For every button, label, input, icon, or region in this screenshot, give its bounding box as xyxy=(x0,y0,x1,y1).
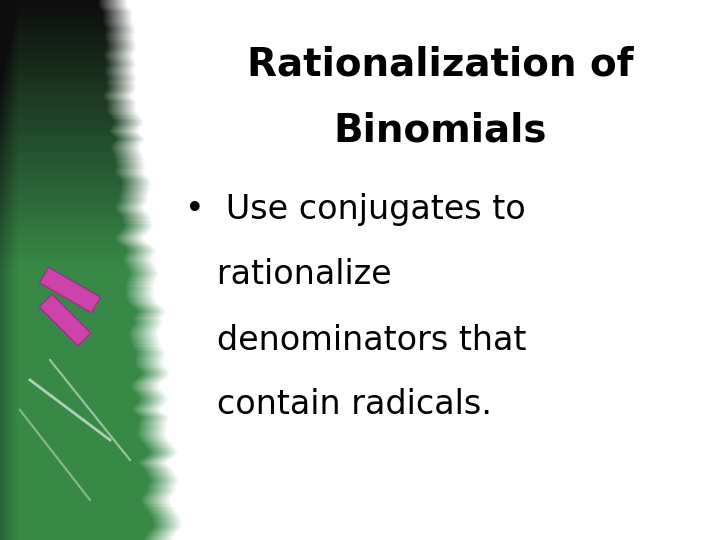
Text: contain radicals.: contain radicals. xyxy=(185,388,492,422)
Text: denominators that: denominators that xyxy=(185,323,526,356)
Text: Binomials: Binomials xyxy=(333,111,546,149)
Bar xyxy=(40,267,101,313)
Text: rationalize: rationalize xyxy=(185,259,392,292)
Text: •  Use conjugates to: • Use conjugates to xyxy=(185,193,526,226)
Text: Rationalization of: Rationalization of xyxy=(247,46,634,84)
Bar xyxy=(39,294,91,346)
